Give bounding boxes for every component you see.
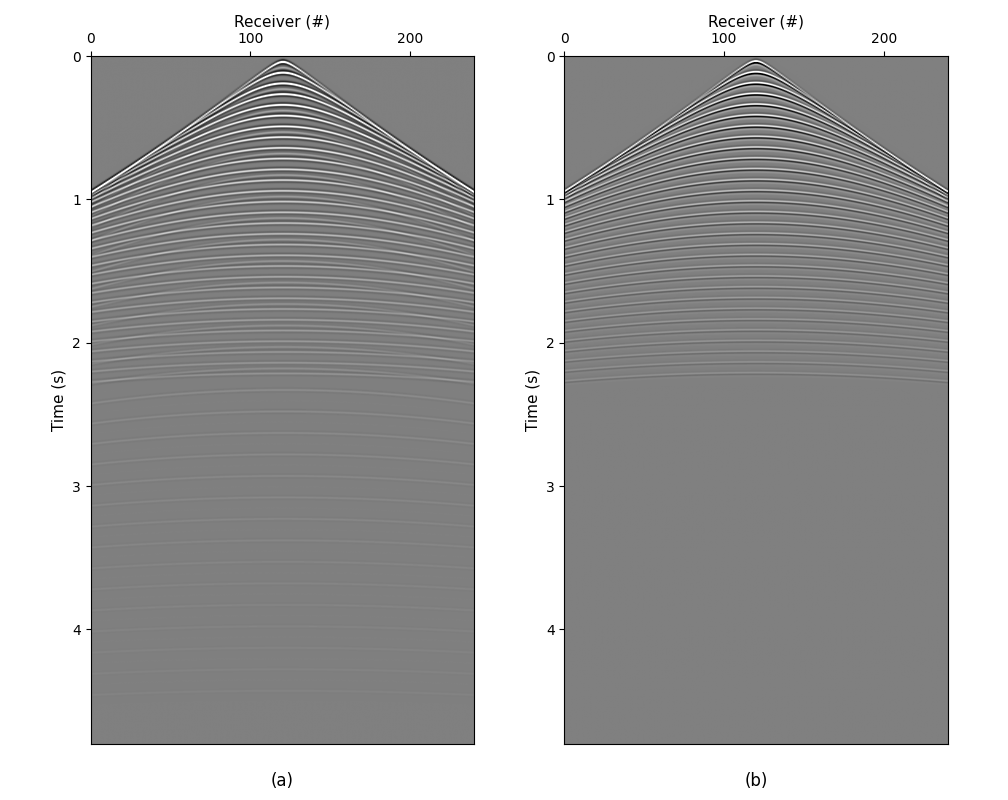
X-axis label: Receiver (#): Receiver (#) [234,14,331,30]
Y-axis label: Time (s): Time (s) [525,369,540,431]
Y-axis label: Time (s): Time (s) [51,369,67,431]
Text: (a): (a) [271,771,293,790]
X-axis label: Receiver (#): Receiver (#) [708,14,804,30]
Text: (b): (b) [744,771,768,790]
